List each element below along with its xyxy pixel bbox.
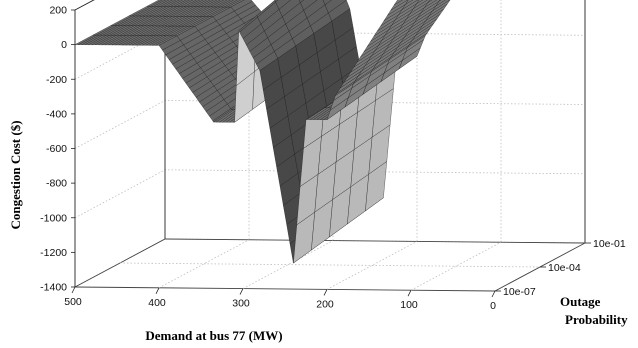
surface-patch	[183, 0, 200, 7]
back-frame	[74, 0, 586, 243]
floor-gridline	[242, 240, 334, 289]
surface-patch	[401, 0, 418, 10]
z-tick-label: -800	[46, 178, 67, 190]
x-tick-label: 500	[64, 296, 82, 308]
surface-patch	[160, 0, 177, 7]
surface-patch	[177, 0, 194, 7]
tick-layer: 200 0 -200 -400 -600 -800 -1000 -1200 -1400 500 40…	[40, 5, 626, 313]
surface-patch	[214, 0, 231, 8]
y-axis-title-line1: Outage	[560, 294, 601, 309]
surface-patch	[180, 0, 197, 7]
surface-patch	[153, 0, 170, 7]
floor-gridline	[410, 241, 502, 291]
surface-patch	[322, 0, 332, 6]
x-tick-label: 400	[148, 297, 166, 309]
x-tick-label: 300	[232, 298, 250, 310]
surface-patch	[394, 0, 403, 6]
surface-patch	[193, 0, 211, 7]
y-tick-label: 10e-01	[593, 238, 626, 250]
x-tick-mark	[491, 290, 496, 298]
x-axis-title: Demand at bus 77 (MW)	[145, 328, 282, 343]
surface-patch	[224, 0, 242, 8]
surface-patch	[156, 0, 173, 7]
x-tick-mark	[71, 286, 76, 294]
x-tick-mark	[239, 288, 244, 295]
x-tick-mark	[407, 290, 412, 297]
surface-patch	[204, 0, 221, 7]
z-tick-label: -1200	[40, 247, 67, 259]
surface-patch	[409, 0, 430, 14]
y-tick-label: 10e-07	[503, 286, 536, 298]
surface-patch	[413, 0, 428, 9]
z-tick-label: -200	[46, 74, 67, 86]
y-tick-label: 10e-04	[548, 262, 581, 274]
surface-patch	[227, 0, 245, 8]
z-tick-label: -1400	[40, 282, 67, 294]
x-tick-label: 0	[490, 300, 496, 312]
z-axis-title: Congestion Cost ($)	[8, 120, 23, 229]
x-tick-label: 200	[316, 298, 334, 310]
y-axis-title-line2: Probability	[565, 312, 628, 327]
surface-layer	[74, 0, 451, 264]
surface-patch	[150, 0, 166, 7]
surface-patch	[200, 0, 218, 7]
x-tick-mark	[155, 287, 160, 294]
surface-patch	[163, 0, 180, 7]
z-tick-label: -1000	[40, 212, 67, 224]
surface-patch	[424, 0, 437, 8]
surface-patch	[398, 0, 420, 15]
z-tick-label: 200	[49, 5, 67, 17]
x-tick-label: 100	[400, 299, 418, 311]
surface-patch	[167, 0, 183, 7]
surface-patch	[146, 0, 163, 7]
surface-patch	[435, 0, 446, 7]
surface-patch	[275, 0, 291, 10]
surface-patch	[300, 0, 318, 11]
surface-patch	[416, 0, 423, 4]
surface-patch	[387, 0, 409, 16]
surface-patch	[427, 0, 433, 3]
surface-patch	[217, 0, 235, 8]
surface-patch	[190, 0, 207, 7]
surface-patch	[299, 0, 304, 3]
surface-patch	[197, 0, 214, 7]
surface-patch	[429, 0, 451, 16]
surface-patch	[169, 0, 187, 7]
surface-patch	[207, 0, 224, 7]
z-tick-label: -400	[46, 108, 67, 120]
z-tick-label: 0	[61, 39, 67, 51]
surface-patch	[220, 0, 238, 8]
x-tick-mark	[323, 289, 328, 296]
surface-patch	[405, 0, 414, 5]
surface-patch	[173, 0, 190, 7]
z-tick-label: -600	[46, 143, 67, 155]
surface-patch	[210, 0, 228, 8]
floor-gridline	[326, 241, 418, 290]
surface-patch	[390, 0, 408, 11]
surface-patch	[187, 0, 204, 7]
surface-patch	[439, 0, 442, 2]
floor-gridline	[119, 262, 541, 268]
floor-gridline	[158, 239, 250, 289]
surface-patch	[432, 0, 450, 11]
surface-patch	[421, 0, 441, 13]
